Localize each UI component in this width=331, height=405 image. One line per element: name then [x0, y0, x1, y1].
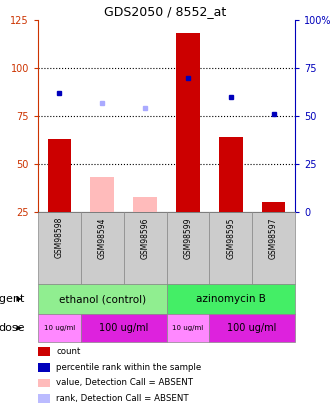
Bar: [252, 212, 295, 284]
Bar: [38, 212, 81, 284]
Text: dose: dose: [0, 323, 25, 333]
Bar: [166, 284, 295, 314]
Text: agent: agent: [0, 294, 25, 304]
Text: GSM98597: GSM98597: [269, 217, 278, 258]
Bar: [209, 314, 295, 342]
Text: GSM98595: GSM98595: [226, 217, 235, 258]
Text: GSM98594: GSM98594: [98, 217, 107, 258]
Bar: [81, 212, 124, 284]
Bar: [176, 34, 200, 212]
Text: 100 ug/ml: 100 ug/ml: [99, 323, 148, 333]
Text: GDS2050 / 8552_at: GDS2050 / 8552_at: [104, 5, 227, 18]
Bar: [219, 137, 243, 212]
Text: 10 ug/ml: 10 ug/ml: [172, 325, 204, 331]
Bar: [90, 177, 114, 212]
Text: value, Detection Call = ABSENT: value, Detection Call = ABSENT: [56, 378, 193, 388]
Text: percentile rank within the sample: percentile rank within the sample: [56, 363, 202, 372]
Text: azinomycin B: azinomycin B: [196, 294, 266, 304]
Text: ethanol (control): ethanol (control): [59, 294, 146, 304]
Bar: [81, 314, 166, 342]
Bar: [48, 139, 71, 212]
Bar: [124, 212, 166, 284]
Bar: [166, 314, 209, 342]
Text: 10 ug/ml: 10 ug/ml: [44, 325, 75, 331]
Text: count: count: [56, 347, 80, 356]
Text: 100 ug/ml: 100 ug/ml: [227, 323, 277, 333]
Bar: [133, 197, 157, 212]
Text: GSM98599: GSM98599: [183, 217, 192, 258]
Bar: [38, 314, 81, 342]
Bar: [38, 284, 166, 314]
Bar: [209, 212, 252, 284]
Text: rank, Detection Call = ABSENT: rank, Detection Call = ABSENT: [56, 394, 189, 403]
Text: GSM98596: GSM98596: [141, 217, 150, 258]
Bar: [166, 212, 209, 284]
Text: GSM98598: GSM98598: [55, 217, 64, 258]
Bar: [262, 202, 285, 212]
